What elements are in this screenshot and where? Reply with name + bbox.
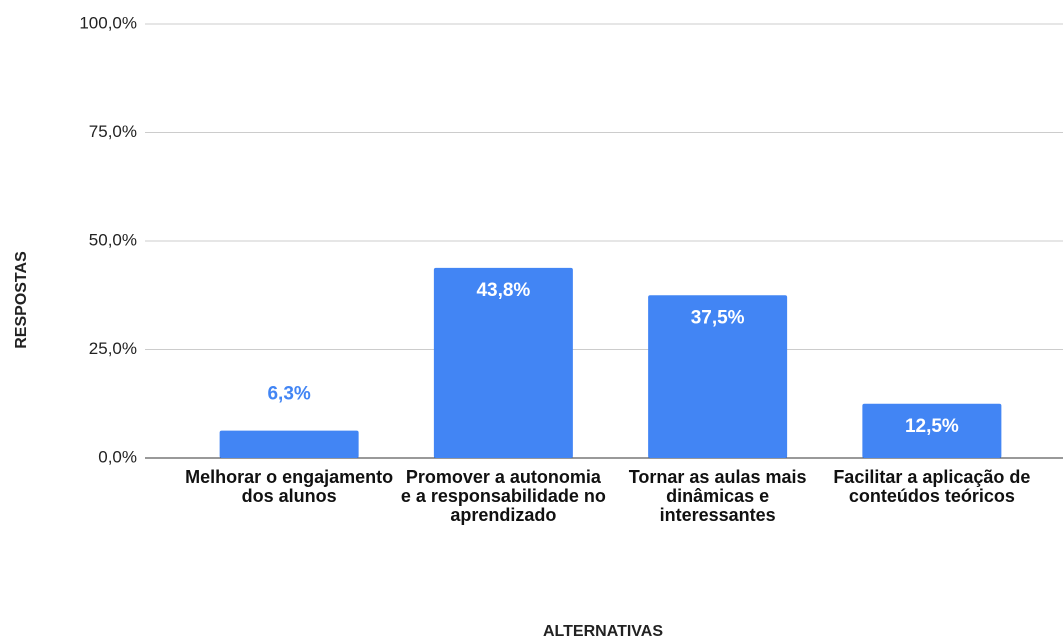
y-tick-label: 0,0% [98, 447, 137, 466]
bar [433, 267, 573, 458]
y-tick-label: 25,0% [89, 339, 137, 358]
y-tick-label: 100,0% [79, 13, 137, 32]
y-tick-label: 75,0% [89, 122, 137, 141]
y-tick-label: 50,0% [89, 230, 137, 249]
value-label: 12,5% [905, 416, 959, 437]
x-tick-label: Melhorar o engajamento dos alunos [185, 467, 394, 506]
bar [648, 295, 788, 458]
bar [219, 430, 359, 458]
value-label: 43,8% [476, 280, 530, 301]
x-tick-label: Promover a autonomia e a responsabilidad… [400, 467, 606, 525]
x-tick-label: Tornar as aulas mais dinâmicas e interes… [628, 467, 807, 525]
x-tick-label: Facilitar a aplicação de conteúdos teóri… [833, 467, 1031, 506]
x-axis-title: ALTERNATIVAS [543, 623, 663, 639]
y-axis-title: RESPOSTAS [13, 251, 30, 349]
bar [862, 403, 1002, 458]
value-label: 37,5% [691, 307, 745, 328]
value-label: 6,3% [267, 384, 310, 405]
